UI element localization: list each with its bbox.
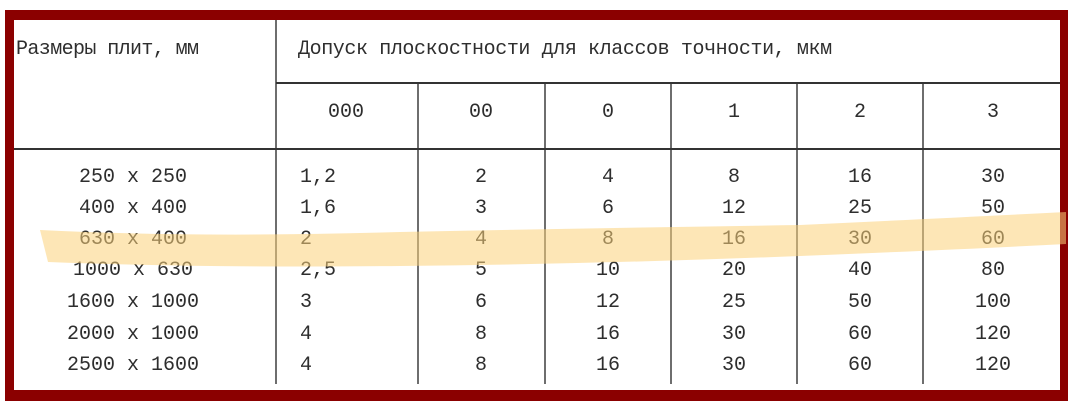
tolerance-cell-class-1: 25	[721, 291, 747, 314]
header-divider	[276, 82, 1060, 84]
class-header-000: 000	[327, 101, 365, 124]
column-divider	[670, 83, 672, 384]
tolerance-cell-class-1: 8	[727, 166, 741, 189]
tolerance-cell-class-2: 60	[847, 354, 873, 377]
tolerance-cell-class-000: 1,2	[300, 166, 337, 189]
column-divider	[796, 83, 798, 384]
tolerance-cell-class-000: 3	[300, 291, 313, 314]
tolerance-cell-class-3: 120	[974, 323, 1012, 346]
tolerance-cell-class-00: 4	[474, 228, 488, 251]
row-size: 1600 x 1000	[66, 291, 200, 314]
tolerance-cell-class-0: 6	[601, 197, 615, 220]
tolerance-cell-class-3: 30	[980, 166, 1006, 189]
class-header-2: 2	[853, 101, 867, 124]
tolerance-cell-class-000: 4	[300, 354, 313, 377]
row-size: 250 x 250	[78, 166, 188, 189]
tolerance-cell-class-1: 20	[721, 259, 747, 282]
tolerance-cell-class-0: 8	[601, 228, 615, 251]
tolerance-group-header: Допуск плоскостности для классов точност…	[298, 38, 832, 61]
tolerance-cell-class-00: 2	[474, 166, 488, 189]
row-size: 2000 x 1000	[66, 323, 200, 346]
row-size: 630 x 400	[78, 228, 188, 251]
tolerance-cell-class-000: 4	[300, 323, 313, 346]
tolerance-cell-class-00: 8	[474, 323, 488, 346]
tolerance-cell-class-3: 120	[974, 354, 1012, 377]
tolerance-cell-class-1: 12	[721, 197, 747, 220]
size-column-header: Размеры плит, мм	[16, 38, 199, 61]
class-header-0: 0	[601, 101, 615, 124]
tolerance-cell-class-3: 50	[980, 197, 1006, 220]
tolerance-cell-class-3: 60	[980, 228, 1006, 251]
column-divider	[417, 83, 419, 384]
tolerance-cell-class-3: 100	[974, 291, 1012, 314]
column-divider	[544, 83, 546, 384]
tolerance-cell-class-0: 10	[595, 259, 621, 282]
tolerance-cell-class-2: 60	[847, 323, 873, 346]
column-divider	[922, 83, 924, 384]
row-size: 400 x 400	[78, 197, 188, 220]
row-size: 2500 x 1600	[66, 354, 200, 377]
tolerance-cell-class-000: 2,5	[300, 259, 337, 282]
tolerance-cell-class-3: 80	[980, 259, 1006, 282]
tolerance-cell-class-2: 30	[847, 228, 873, 251]
tolerance-cell-class-00: 8	[474, 354, 488, 377]
tolerance-cell-class-000: 2	[300, 228, 313, 251]
class-header-3: 3	[986, 101, 1000, 124]
column-divider	[275, 20, 277, 384]
tolerance-cell-class-0: 4	[601, 166, 615, 189]
tolerance-cell-class-1: 30	[721, 354, 747, 377]
table-background	[14, 20, 1060, 390]
tolerance-cell-class-0: 12	[595, 291, 621, 314]
tolerance-cell-class-0: 16	[595, 323, 621, 346]
class-header-1: 1	[727, 101, 741, 124]
tolerance-cell-class-0: 16	[595, 354, 621, 377]
tolerance-cell-class-2: 40	[847, 259, 873, 282]
row-size: 1000 x 630	[72, 259, 194, 282]
class-header-00: 00	[468, 101, 494, 124]
tolerance-cell-class-000: 1,6	[300, 197, 337, 220]
tolerance-cell-class-2: 25	[847, 197, 873, 220]
tolerance-cell-class-2: 16	[847, 166, 873, 189]
tolerance-cell-class-1: 16	[721, 228, 747, 251]
tolerance-cell-class-1: 30	[721, 323, 747, 346]
tolerance-cell-class-2: 50	[847, 291, 873, 314]
tolerance-cell-class-00: 3	[474, 197, 488, 220]
tolerance-cell-class-00: 5	[474, 259, 488, 282]
header-bottom-border	[14, 148, 1060, 150]
tolerance-cell-class-00: 6	[474, 291, 488, 314]
